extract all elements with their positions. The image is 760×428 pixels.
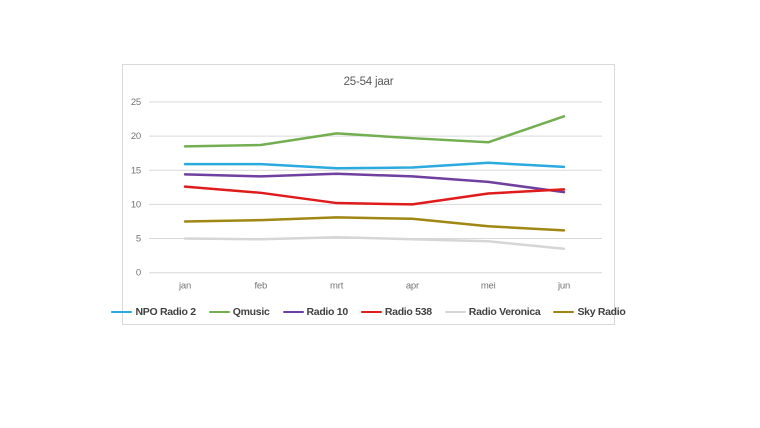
series-line-radio-veronica xyxy=(183,235,566,251)
legend-line-swatch xyxy=(360,310,382,314)
legend-label: Radio Veronica xyxy=(468,306,541,318)
legend-line-swatch xyxy=(282,310,304,314)
y-axis-tick-label: 15 xyxy=(131,165,141,176)
legend-item-radio-10: Radio 10 xyxy=(282,306,349,318)
legend-item-qmusic: Qmusic xyxy=(208,306,270,318)
y-axis-tick-label: 25 xyxy=(131,97,141,108)
chart-card: 25-54 jaar 0 5 10 15 20 25 jan feb mrt apr mei jun … xyxy=(111,64,626,325)
legend-label: Sky Radio xyxy=(577,306,626,318)
chart-title: 25-54 jaar xyxy=(343,76,394,88)
legend-line-swatch xyxy=(444,310,466,314)
legend-label: NPO Radio 2 xyxy=(135,306,196,318)
legend-line-swatch xyxy=(553,310,575,314)
y-axis-tick-label: 0 xyxy=(136,268,141,279)
legend-item-radio-538: Radio 538 xyxy=(360,306,432,318)
y-axis-tick-label: 10 xyxy=(131,199,141,210)
legend-item-sky-radio: Sky Radio xyxy=(553,306,626,318)
legend-item-radio-veronica: Radio Veronica xyxy=(444,306,541,318)
x-axis-tick-label: feb xyxy=(254,281,267,292)
series-line-radio-538 xyxy=(183,185,566,206)
x-axis-tick-label: mrt xyxy=(330,281,344,292)
x-axis-tick-label: jun xyxy=(557,281,570,292)
series-line-radio-10 xyxy=(183,172,566,194)
legend-line-swatch xyxy=(111,310,133,314)
x-axis-tick-label: apr xyxy=(406,281,419,292)
series-line-qmusic xyxy=(183,115,566,148)
chart-legend: NPO Radio 2 Qmusic Radio 10 Radio 538 Radio … xyxy=(111,306,626,318)
legend-label: Radio 10 xyxy=(306,306,349,318)
series-line-npo-radio-2 xyxy=(183,161,566,170)
y-axis-tick-label: 20 xyxy=(131,131,141,142)
legend-line-swatch xyxy=(208,310,230,314)
series-line-sky-radio xyxy=(183,216,566,232)
x-axis-tick-label: jan xyxy=(178,281,191,292)
legend-item-npo-radio-2: NPO Radio 2 xyxy=(111,306,196,318)
line-chart: 0 5 10 15 20 25 jan feb mrt apr mei jun xyxy=(131,97,602,292)
y-axis-tick-label: 5 xyxy=(136,234,141,245)
legend-label: Qmusic xyxy=(232,306,270,318)
x-axis-tick-label: mei xyxy=(481,281,496,292)
legend-label: Radio 538 xyxy=(384,306,432,318)
